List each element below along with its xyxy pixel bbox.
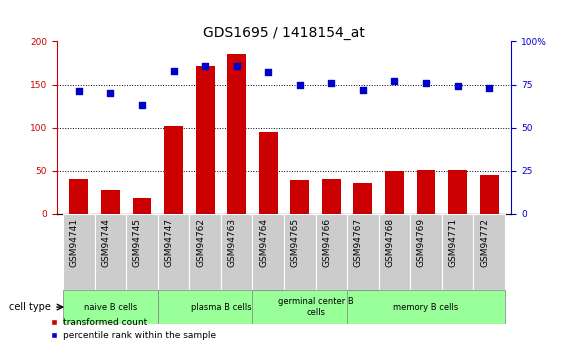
Point bbox=[421, 80, 431, 86]
Bar bbox=[353, 183, 373, 214]
Bar bbox=[101, 190, 120, 214]
Bar bbox=[132, 197, 152, 214]
Text: GSM94747: GSM94747 bbox=[165, 218, 174, 267]
Bar bbox=[158, 290, 284, 324]
Bar bbox=[227, 54, 246, 214]
Text: GSM94764: GSM94764 bbox=[259, 218, 268, 267]
Text: GSM94772: GSM94772 bbox=[480, 218, 489, 267]
Point bbox=[201, 63, 210, 68]
Bar bbox=[442, 214, 473, 290]
Point bbox=[74, 89, 83, 94]
Bar bbox=[252, 290, 379, 324]
Text: GSM94771: GSM94771 bbox=[449, 218, 458, 267]
Bar bbox=[284, 214, 316, 290]
Text: GSM94769: GSM94769 bbox=[417, 218, 426, 267]
Text: GSM94766: GSM94766 bbox=[322, 218, 331, 267]
Point bbox=[358, 87, 367, 92]
Point bbox=[485, 85, 494, 91]
Bar bbox=[259, 132, 278, 214]
Point bbox=[232, 63, 241, 68]
Bar bbox=[63, 214, 95, 290]
Bar bbox=[63, 290, 158, 324]
Text: naive B cells: naive B cells bbox=[84, 303, 137, 312]
Point bbox=[295, 82, 304, 87]
Point bbox=[264, 70, 273, 75]
Bar bbox=[195, 66, 215, 214]
Text: GSM94762: GSM94762 bbox=[196, 218, 205, 267]
Bar bbox=[416, 170, 436, 214]
Text: GSM94741: GSM94741 bbox=[70, 218, 79, 267]
Bar bbox=[322, 179, 341, 214]
Text: GSM94745: GSM94745 bbox=[133, 218, 142, 267]
Bar bbox=[385, 171, 404, 214]
Bar bbox=[448, 170, 467, 214]
Bar bbox=[252, 214, 284, 290]
Title: GDS1695 / 1418154_at: GDS1695 / 1418154_at bbox=[203, 26, 365, 40]
Text: memory B cells: memory B cells bbox=[394, 303, 458, 312]
Bar bbox=[479, 175, 499, 214]
Bar bbox=[158, 214, 189, 290]
Text: cell type: cell type bbox=[9, 302, 51, 312]
Text: GSM94768: GSM94768 bbox=[386, 218, 394, 267]
Point bbox=[453, 83, 462, 89]
Bar bbox=[410, 214, 442, 290]
Bar bbox=[347, 214, 379, 290]
Point bbox=[106, 90, 115, 96]
Legend: transformed count, percentile rank within the sample: transformed count, percentile rank withi… bbox=[50, 318, 216, 341]
Text: GSM94744: GSM94744 bbox=[102, 218, 110, 267]
Point bbox=[390, 78, 399, 84]
Text: plasma B cells: plasma B cells bbox=[191, 303, 251, 312]
Bar bbox=[69, 179, 89, 214]
Point bbox=[169, 68, 178, 73]
Text: GSM94767: GSM94767 bbox=[354, 218, 363, 267]
Text: GSM94765: GSM94765 bbox=[291, 218, 300, 267]
Bar bbox=[164, 126, 183, 214]
Point bbox=[327, 80, 336, 86]
Text: germinal center B
cells: germinal center B cells bbox=[278, 297, 353, 317]
Bar bbox=[221, 214, 252, 290]
Bar bbox=[347, 290, 505, 324]
Point bbox=[137, 102, 147, 108]
Text: GSM94763: GSM94763 bbox=[228, 218, 237, 267]
Bar bbox=[290, 180, 309, 214]
Bar bbox=[189, 214, 221, 290]
Bar bbox=[126, 214, 158, 290]
Bar bbox=[379, 214, 410, 290]
Bar bbox=[316, 214, 347, 290]
Bar bbox=[95, 214, 126, 290]
Bar bbox=[473, 214, 505, 290]
